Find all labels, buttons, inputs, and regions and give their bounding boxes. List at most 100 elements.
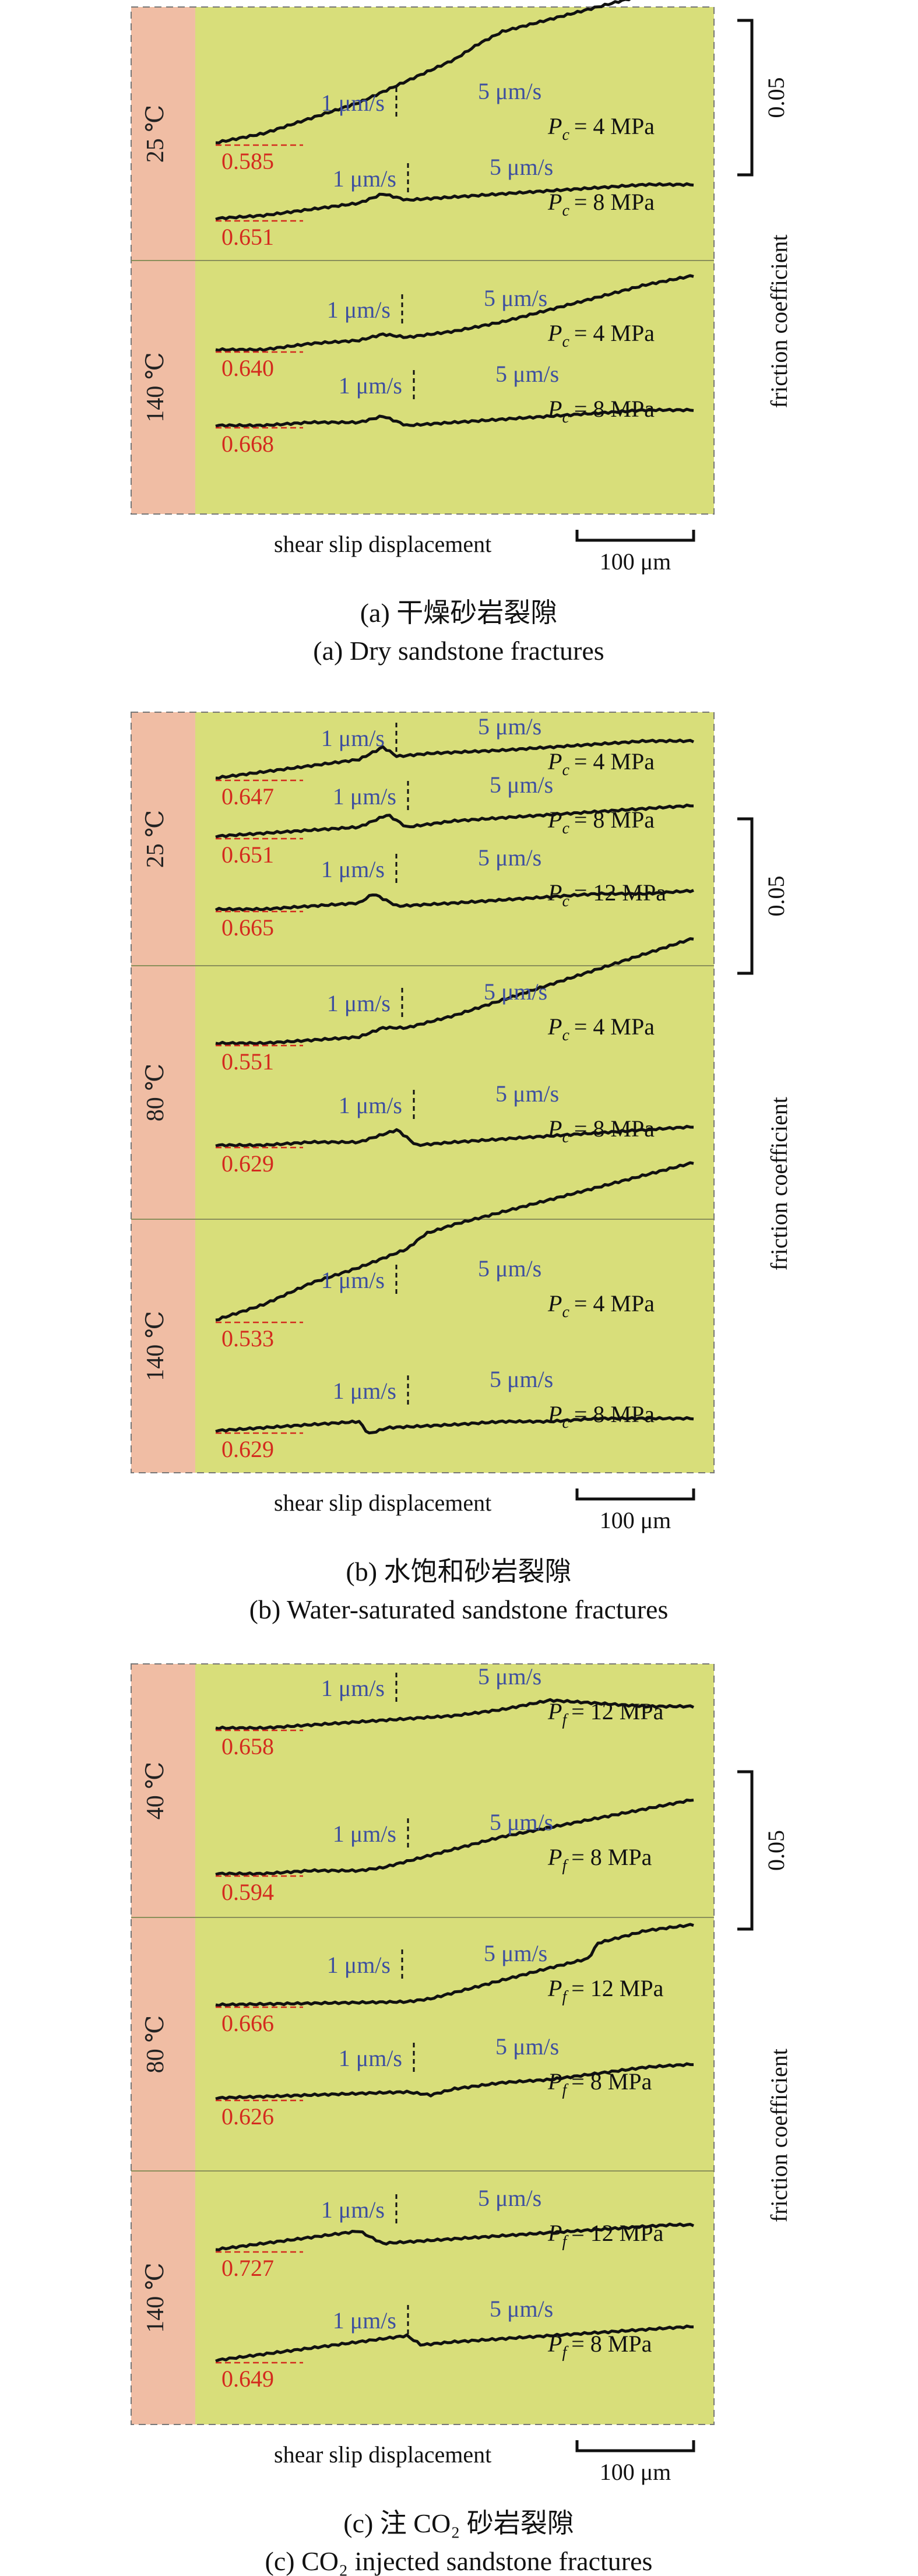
- temperature-label: 140 ℃: [142, 1311, 169, 1381]
- condition-label: Pf = 12 MPa: [547, 2220, 664, 2251]
- x-scale-bar: [575, 530, 695, 542]
- caption-cn: (b) 水饱和砂岩裂隙: [346, 1557, 571, 1586]
- condition-label: Pf = 8 MPa: [547, 2331, 652, 2362]
- rate-label-1: 1 μm/s: [321, 725, 385, 751]
- rate-label-1: 1 μm/s: [321, 856, 385, 882]
- condition-label: Pc = 8 MPa: [547, 1115, 655, 1146]
- y-scale-label: 0.05: [763, 78, 789, 118]
- condition-symbol: P: [547, 1975, 562, 2001]
- temperature-label: 80 ℃: [142, 2015, 169, 2073]
- plot-background: [195, 1664, 714, 2424]
- condition-label: Pf = 8 MPa: [547, 1844, 652, 1875]
- y-axis-label: friction coefficient: [766, 2049, 792, 2222]
- rate-label-2: 5 μm/s: [490, 1809, 553, 1835]
- condition-label: Pc = 8 MPa: [547, 189, 655, 220]
- x-axis-label: shear slip displacement: [274, 1490, 491, 1516]
- x-scale-label: 100 μm: [600, 2459, 671, 2485]
- condition-label: Pc = 4 MPa: [547, 320, 655, 351]
- friction-curve: [215, 1125, 694, 1148]
- friction-curve: [214, 889, 694, 912]
- rate-label-2: 5 μm/s: [484, 1940, 547, 1966]
- condition-symbol: P: [547, 2331, 562, 2357]
- temperature-band: [131, 1664, 195, 2424]
- condition-subscript: c: [562, 1414, 569, 1432]
- condition-value: = 8 MPa: [574, 396, 655, 422]
- rate-label-1: 1 μm/s: [333, 1378, 396, 1404]
- friction-curve: [215, 1161, 694, 1322]
- rate-label-1: 1 μm/s: [339, 2045, 402, 2071]
- friction-curve: [215, 2062, 694, 2100]
- condition-label: Pc = 4 MPa: [547, 1290, 655, 1321]
- condition-subscript: c: [562, 761, 569, 779]
- friction-curve: [215, 0, 631, 145]
- condition-label: Pc = 8 MPa: [547, 807, 655, 837]
- condition-subscript: c: [562, 1128, 569, 1146]
- y-scale-bar: [737, 1770, 754, 1931]
- condition-subscript: c: [562, 892, 569, 910]
- condition-value: = 4 MPa: [574, 1013, 655, 1040]
- friction-curve: [215, 2324, 694, 2363]
- condition-subscript: f: [562, 2343, 568, 2362]
- caption-cn: (a) 干燥砂岩裂隙: [360, 598, 558, 628]
- friction-curve: [215, 1416, 694, 1435]
- condition-subscript: f: [562, 1988, 568, 2006]
- y-scale-bar: [737, 19, 754, 177]
- temperature-label: 140 ℃: [142, 2262, 169, 2332]
- condition-symbol: P: [547, 1844, 562, 1870]
- initial-value: 0.629: [221, 1436, 274, 1462]
- rate-label-2: 5 μm/s: [495, 1081, 559, 1107]
- friction-curve: [215, 2222, 695, 2251]
- condition-symbol: P: [547, 2220, 562, 2246]
- condition-label: Pf = 12 MPa: [547, 1698, 664, 1729]
- temperature-label: 140 ℃: [142, 352, 169, 422]
- friction-curve: [215, 182, 694, 221]
- rate-label-1: 1 μm/s: [327, 1952, 391, 1978]
- rate-label-2: 5 μm/s: [490, 772, 553, 798]
- condition-symbol: P: [547, 807, 562, 833]
- condition-label: Pc = 4 MPa: [547, 748, 655, 779]
- condition-subscript: f: [562, 1857, 568, 1875]
- friction-curve: [215, 407, 694, 428]
- initial-value: 0.647: [221, 783, 274, 810]
- condition-label: Pc = 4 MPa: [547, 113, 655, 144]
- condition-value: = 12 MPa: [571, 1975, 663, 2001]
- rate-label-1: 1 μm/s: [321, 90, 385, 116]
- x-scale-label: 100 μm: [600, 1507, 671, 1533]
- rate-label-2: 5 μm/s: [490, 2296, 553, 2322]
- condition-symbol: P: [547, 1698, 562, 1725]
- rate-label-1: 1 μm/s: [333, 783, 396, 810]
- condition-value: = 4 MPa: [574, 1290, 655, 1317]
- panel-border: [131, 1663, 715, 2425]
- condition-value: = 8 MPa: [574, 1401, 655, 1427]
- condition-value: = 8 MPa: [571, 2331, 652, 2357]
- initial-value: 0.585: [221, 148, 274, 174]
- y-axis-label: friction coefficient: [766, 1097, 792, 1271]
- rate-label-1: 1 μm/s: [339, 1092, 402, 1118]
- condition-value: = 4 MPa: [574, 113, 655, 139]
- condition-symbol: P: [547, 2068, 562, 2095]
- x-scale-label: 100 μm: [600, 548, 671, 575]
- initial-value: 0.640: [221, 355, 274, 381]
- condition-value: = 8 MPa: [574, 1115, 655, 1142]
- condition-symbol: P: [547, 189, 562, 215]
- friction-curve: [215, 1923, 694, 2007]
- condition-symbol: P: [547, 1115, 562, 1142]
- friction-curve: [215, 803, 694, 839]
- friction-curve: [215, 274, 694, 352]
- temperature-band: [131, 712, 195, 1473]
- condition-subscript: f: [562, 2233, 568, 2251]
- rate-label-2: 5 μm/s: [495, 361, 559, 387]
- friction-curve: [215, 1799, 694, 1877]
- condition-symbol: P: [547, 748, 562, 775]
- temperature-label: 25 ℃: [142, 810, 169, 868]
- condition-subscript: f: [562, 1711, 568, 1729]
- rate-label-1: 1 μm/s: [321, 1675, 385, 1701]
- condition-symbol: P: [547, 1290, 562, 1317]
- rate-label-2: 5 μm/s: [478, 1255, 541, 1282]
- condition-label: Pc = 8 MPa: [547, 396, 655, 427]
- friction-curve: [215, 1698, 695, 1730]
- initial-value: 0.626: [221, 2103, 274, 2130]
- initial-value: 0.649: [221, 2366, 274, 2392]
